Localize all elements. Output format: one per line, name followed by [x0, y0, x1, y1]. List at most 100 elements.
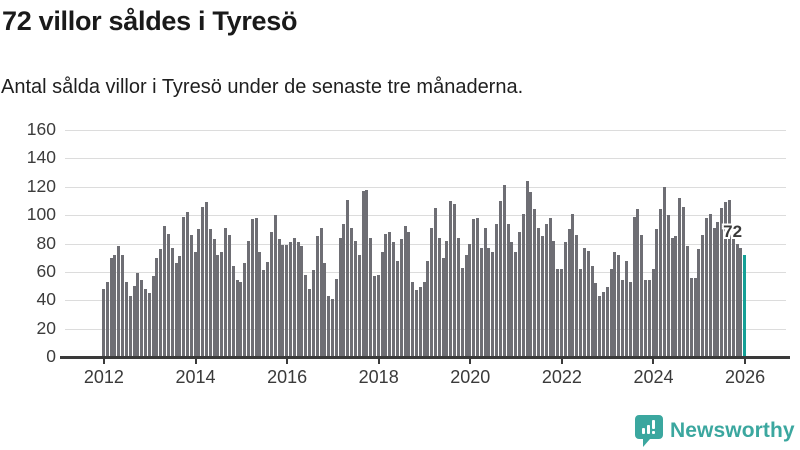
bar: [579, 269, 583, 357]
bar: [720, 208, 724, 357]
bar: [491, 252, 495, 357]
bar: [609, 269, 613, 357]
y-axis-tick-label: 0: [46, 346, 56, 366]
bar: [617, 254, 621, 357]
bar: [182, 216, 186, 357]
highlight-value-label: 72: [723, 221, 743, 241]
bar: [330, 298, 334, 357]
bar: [701, 235, 705, 357]
bar: [548, 217, 552, 357]
bar: [338, 237, 342, 357]
x-axis-tick-label: 2014: [175, 367, 216, 387]
bar: [247, 240, 251, 357]
bar: [678, 198, 682, 357]
bar: [697, 249, 701, 357]
bar: [185, 212, 189, 357]
bar: [590, 266, 594, 357]
bar: [124, 281, 128, 357]
bar: [220, 252, 224, 357]
bar: [308, 288, 312, 357]
x-axis-tick: [286, 359, 289, 364]
x-axis-tick-label: 2020: [450, 367, 491, 387]
bar: [388, 232, 392, 357]
bar: [430, 227, 434, 357]
bar: [483, 227, 487, 357]
bar: [495, 223, 499, 357]
bar: [716, 222, 720, 357]
bar: [166, 233, 170, 357]
bar: [445, 240, 449, 357]
bar: [682, 206, 686, 357]
bar: [414, 290, 418, 357]
bar: [552, 240, 556, 357]
y-axis-tick-label: 60: [36, 260, 56, 281]
bar: [651, 269, 655, 357]
bar: [724, 202, 728, 357]
bar: [258, 252, 262, 357]
y-axis-tick-label: 40: [36, 289, 56, 310]
x-axis-tick-label: 2012: [83, 367, 124, 387]
bar: [262, 270, 266, 357]
bar: [281, 244, 285, 357]
bar: [582, 247, 586, 357]
bar: [537, 227, 541, 357]
x-axis-tick-label: 2026: [725, 367, 766, 387]
bar: [323, 263, 327, 357]
bar: [243, 263, 247, 357]
gridline: [65, 215, 786, 217]
bar: [174, 263, 178, 357]
bar: [369, 237, 373, 357]
bar: [231, 266, 235, 357]
bar: [395, 260, 399, 357]
bar: [342, 223, 346, 357]
x-axis-tick-label: 2016: [267, 367, 308, 387]
bar: [670, 237, 674, 357]
bar: [601, 291, 605, 357]
newsworthy-bubble-icon: [634, 414, 664, 448]
bar: [319, 227, 323, 357]
bar: [163, 226, 167, 357]
bar: [403, 226, 407, 357]
bar: [453, 203, 457, 357]
bar: [647, 280, 651, 357]
bar: [487, 247, 491, 357]
bar: [575, 235, 579, 357]
bar: [521, 213, 525, 357]
newsworthy-wordmark: Newsworthy: [670, 419, 795, 442]
x-axis-tick: [744, 359, 747, 364]
bar: [563, 242, 567, 357]
bar: [514, 252, 518, 357]
bar: [449, 200, 453, 357]
bar: [292, 237, 296, 357]
bar: [346, 199, 350, 357]
bar: [727, 199, 731, 357]
bar: [456, 237, 460, 357]
x-axis-tick-label: 2024: [633, 367, 674, 387]
bar: [426, 260, 430, 357]
bar: [693, 277, 697, 357]
x-axis-tick: [560, 359, 563, 364]
gridline: [65, 186, 786, 188]
bar: [441, 257, 445, 357]
gridline: [65, 243, 786, 245]
bar: [353, 240, 357, 357]
bar: [559, 269, 563, 357]
bar: [193, 252, 197, 357]
x-axis-tick: [102, 359, 105, 364]
bar: [365, 189, 369, 357]
bar: [159, 249, 163, 357]
bar: [143, 288, 147, 357]
bar: [540, 236, 544, 357]
bar: [201, 206, 205, 357]
plot-area: 72: [65, 130, 786, 357]
bar: [621, 280, 625, 357]
x-axis-tick: [652, 359, 655, 364]
gridline: [65, 130, 786, 131]
bar: [411, 281, 415, 357]
bar: [334, 278, 338, 357]
bar: [105, 281, 109, 357]
bar: [350, 227, 354, 357]
bar: [189, 235, 193, 357]
bar: [327, 296, 331, 357]
bar: [361, 191, 365, 357]
